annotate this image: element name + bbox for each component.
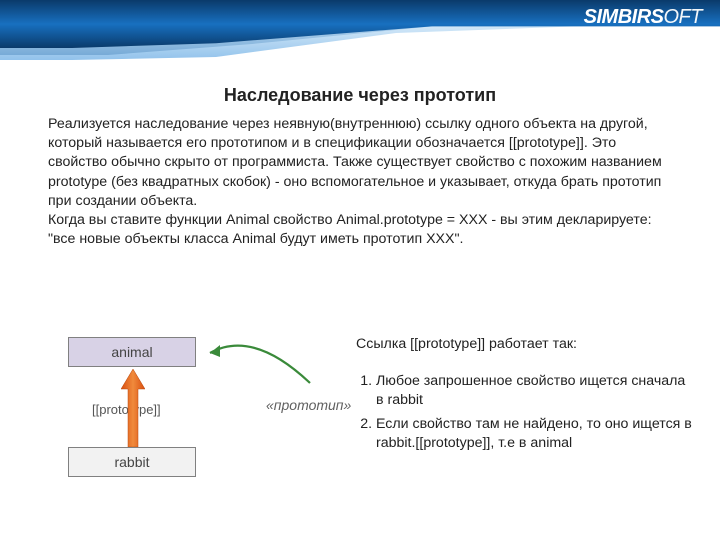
diagram-box-rabbit: rabbit xyxy=(68,447,196,477)
prototype-diagram: animal rabbit [[prototype]] «прототип» xyxy=(48,335,338,485)
list-item: Если свойство там не найдено, то оно ище… xyxy=(376,415,696,453)
up-arrow-icon xyxy=(121,369,145,447)
slide-title: Наследование через прототип xyxy=(0,85,720,106)
header-swoosh: SIMBIRSOFT xyxy=(0,0,720,75)
right-column: Ссылка [[prototype]] работает так: Любое… xyxy=(356,335,696,457)
list-item: Любое запрошенное свойство ищется сначал… xyxy=(376,372,696,410)
right-list: Любое запрошенное свойство ищется сначал… xyxy=(356,372,696,453)
diagram-proto-italic: «прототип» xyxy=(266,397,351,413)
right-intro: Ссылка [[prototype]] работает так: xyxy=(356,335,696,354)
body-paragraph: Реализуется наследование через неявную(в… xyxy=(48,115,676,249)
simbirsoft-logo: SIMBIRSOFT xyxy=(584,6,702,29)
diagram-box-animal: animal xyxy=(68,337,196,367)
